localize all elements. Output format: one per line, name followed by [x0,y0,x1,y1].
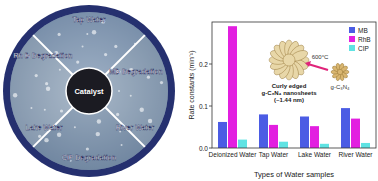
droplet [148,119,152,123]
bar [300,117,309,149]
bar [269,125,278,148]
droplet [58,33,61,36]
droplet [86,147,89,150]
droplet [96,132,100,136]
diagram: Catalyst Tap Water Rh B Degradation MB Degr… [3,5,175,177]
droplet [46,87,50,91]
diagram-label: River Water [116,124,155,131]
droplet [82,45,84,47]
bar [351,119,360,148]
droplet [74,126,76,128]
droplet [134,43,136,45]
x-tick-label: Tap Water [259,151,289,159]
droplet [30,107,32,109]
legend: MB RhB CIP [349,27,371,52]
y-tick-label: 0.2 [199,61,208,68]
flower-core [337,69,342,74]
droplet [57,133,61,137]
legend-swatch [349,27,355,33]
droplet [97,119,101,123]
bar [238,140,247,148]
bar [259,114,268,148]
bar [361,143,370,148]
droplet [44,109,46,111]
temperature-label: 600°C [312,54,329,60]
droplet [116,113,119,116]
droplet [76,61,79,64]
x-tick-label: River Water [338,151,373,158]
y-tick-label: 0.0 [199,145,208,152]
diagram-label: CIP Degradation [62,154,116,162]
y-tick [209,148,212,149]
droplet [86,33,88,35]
nanosheet-flower [269,40,309,80]
y-axis-title: Rate constants (min⁻¹) [188,51,196,120]
bar [320,144,329,148]
droplet [45,82,48,85]
droplet [59,69,61,71]
droplet [147,76,150,79]
legend-swatch [349,45,355,51]
bars [218,26,370,148]
x-axis-title: Types of Water samples [254,170,334,179]
caption: g-C₃N₄ nanosheets [262,90,318,96]
droplet [38,135,41,138]
legend-label: RhB [358,36,371,43]
droplet [35,74,38,77]
droplet [160,81,163,84]
droplet [118,90,120,92]
y-tick [209,64,212,65]
diagram-label: Tap Water [72,16,105,24]
diagram-label: Rh B Degradation [13,52,72,60]
material-label: g-C₃N₄ [331,84,350,90]
droplet [114,45,117,48]
droplet [60,109,63,112]
legend-label: MB [358,27,368,34]
catalyst-core [66,68,112,114]
x-tick-label: Deionized Water [209,151,258,158]
plot-frame [212,22,376,148]
bulk-flower [331,63,349,81]
y-tick-label: 0.1 [199,103,208,110]
bar [228,26,237,148]
bar [218,122,227,148]
droplet [140,108,144,112]
caption: (~1.44 nm) [274,97,304,103]
legend-label: CIP [358,45,369,52]
droplet [92,30,96,34]
diagram-label: Lake Water [25,124,62,131]
droplet [104,53,107,56]
flower-core [283,54,295,66]
x-tick-label: Lake Water [298,151,332,158]
bar [279,142,288,148]
graphical-abstract: Catalyst Tap Water Rh B Degradation MB Degr… [0,0,378,181]
chart: 0.0 0.1 0.2 Deionized WaterTap Water Lake Wa… [188,22,376,179]
inset: 600°C g-C₃N₄ Curly edgedg-C₃N₄ nanosheets(… [262,40,350,103]
droplet [130,95,132,97]
droplet [13,93,17,97]
legend-swatch [349,36,355,42]
water-field [10,12,168,170]
center-label: Catalyst [74,87,104,96]
caption: Curly edged [272,83,307,89]
bar [310,126,319,148]
droplet [44,138,48,142]
arrow-head [305,61,311,67]
droplet [121,144,123,146]
bar [341,108,350,148]
outer-ring [3,5,175,177]
arrow-shaft [308,64,328,70]
y-tick [209,106,212,107]
diagram-label: MB Degradation [109,68,163,76]
